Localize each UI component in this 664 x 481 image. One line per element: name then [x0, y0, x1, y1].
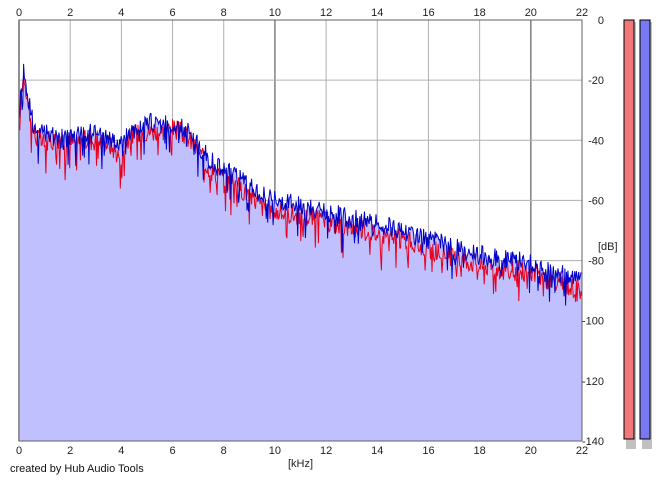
x-axis-label: [kHz]: [288, 458, 313, 470]
x-tick-top-11: 22: [576, 7, 588, 19]
y-tick-labels: 0 -20 -40 -60 -80 -100 -120 -140: [582, 15, 604, 448]
level-meter-blue: [639, 19, 651, 440]
x-tick-bottom-4: 8: [221, 445, 227, 457]
x-tick-bottom-7: 14: [371, 445, 383, 457]
x-tick-bottom-0: 0: [16, 445, 22, 457]
level-meters: [623, 19, 652, 449]
x-tick-top-10: 20: [525, 7, 537, 19]
plot-frame: [18, 19, 583, 442]
y-axis-label: [dB]: [598, 241, 618, 253]
y-tick-0: 0: [598, 15, 604, 27]
x-tick-bottom-8: 16: [422, 445, 434, 457]
credit-text: created by Hub Audio Tools: [10, 463, 144, 475]
spectrum-fill: [19, 63, 582, 442]
x-tick-top-8: 16: [422, 7, 434, 19]
y-tick-3: -60: [588, 195, 604, 207]
x-tick-top-0: 0: [16, 7, 22, 19]
x-tick-bottom-6: 12: [320, 445, 332, 457]
x-tick-top-2: 4: [118, 7, 124, 19]
spectrum-area: [19, 63, 582, 442]
series-line-blue: [18, 63, 583, 306]
level-meter-red: [623, 19, 635, 440]
spectrum-lines: [18, 63, 583, 306]
y-tick-5: -100: [582, 316, 604, 328]
x-tick-top-3: 6: [169, 7, 175, 19]
x-tick-bottom-9: 18: [474, 445, 486, 457]
x-tick-bottom-2: 4: [118, 445, 124, 457]
y-tick-6: -120: [582, 376, 604, 388]
y-tick-7: -140: [582, 436, 604, 448]
x-tick-bottom-10: 20: [525, 445, 537, 457]
x-tick-labels-bottom: 0 2 4 6 8 10 12 14 16 18 20 22: [16, 445, 588, 457]
y-tick-2: -40: [588, 135, 604, 147]
x-tick-bottom-11: 22: [576, 445, 588, 457]
x-tick-labels-top: 0 2 4 6 8 10 12 14 16 18 20 22: [16, 7, 588, 19]
x-tick-top-7: 14: [371, 7, 383, 19]
x-tick-top-6: 12: [320, 7, 332, 19]
y-tick-1: -20: [588, 75, 604, 87]
x-tick-top-5: 10: [269, 7, 281, 19]
x-tick-bottom-3: 6: [169, 445, 175, 457]
x-tick-bottom-1: 2: [67, 445, 73, 457]
x-tick-top-4: 8: [221, 7, 227, 19]
x-tick-top-9: 18: [474, 7, 486, 19]
y-tick-4: -80: [588, 256, 604, 268]
x-tick-top-1: 2: [67, 7, 73, 19]
x-tick-bottom-5: 10: [269, 445, 281, 457]
